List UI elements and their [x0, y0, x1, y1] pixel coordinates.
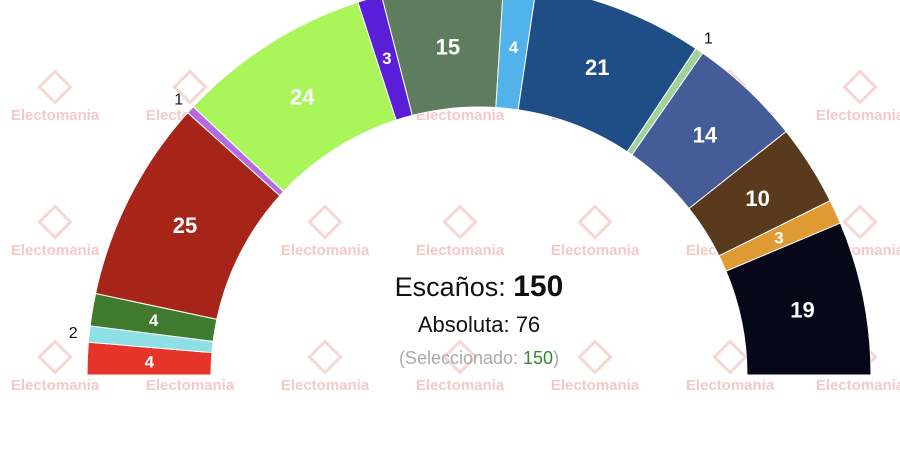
watermark-logo-icon — [442, 204, 478, 240]
majority-value: 76 — [515, 312, 541, 337]
watermark-logo-icon — [37, 339, 73, 375]
selected-line: (Seleccionado: 150) — [0, 348, 900, 369]
seat-count-label: 10 — [745, 186, 769, 211]
seats-label: Escaños: — [394, 272, 506, 302]
watermark-logo-icon — [842, 204, 878, 240]
seats-total: 150 — [513, 270, 564, 303]
selected-value: 150 — [523, 348, 554, 368]
watermark-text: Electomania — [686, 377, 775, 394]
seat-count-label: 4 — [149, 311, 159, 330]
selected-suffix: ) — [553, 348, 560, 368]
selected-prefix: (Seleccionado: — [398, 348, 524, 368]
watermark-logo-icon — [307, 339, 343, 375]
seat-count-label: 15 — [436, 34, 460, 59]
seat-count-label: 25 — [173, 213, 197, 238]
seat-count-label: 3 — [774, 229, 783, 248]
watermark-text: Electomania — [416, 107, 505, 124]
watermark-text: Electomania — [11, 242, 100, 259]
seat-segment — [725, 222, 872, 376]
watermark-logo-icon — [442, 339, 478, 375]
watermark-logo-icon — [37, 69, 73, 105]
watermark-logo-icon — [172, 69, 208, 105]
seats-total-line: Escaños: 150 — [0, 270, 900, 304]
seat-count-label: 3 — [382, 49, 391, 68]
watermark-logo-icon — [577, 204, 613, 240]
seat-count-label: 21 — [585, 55, 609, 80]
seat-count-label: 1 — [174, 92, 183, 109]
watermark-text: Electomania — [416, 242, 505, 259]
seat-count-label: 1 — [704, 30, 713, 47]
majority-line: Absoluta: 76 — [0, 312, 900, 338]
watermark-text: Electomania — [146, 377, 235, 394]
watermark-text: Electomania — [816, 107, 900, 124]
watermark-text: Electomania — [816, 377, 900, 394]
watermark-text: Electomania — [551, 242, 640, 259]
seat-count-label: 19 — [790, 298, 814, 323]
watermark-text: Electomania — [551, 377, 640, 394]
watermark-logo-icon — [37, 204, 73, 240]
watermark-text: Electomania — [281, 377, 370, 394]
watermark-text: Electomania — [416, 377, 505, 394]
watermark-logo-icon — [712, 339, 748, 375]
seat-count-label: 2 — [69, 325, 78, 342]
watermark-text: Electomania — [281, 242, 370, 259]
watermark-logo-icon — [577, 339, 613, 375]
watermark-text: Electomania — [11, 107, 100, 124]
seat-count-label: 14 — [693, 122, 718, 147]
watermark-text: Electomania — [11, 377, 100, 394]
seat-segments — [86, 0, 872, 376]
majority-label: Absoluta: — [417, 312, 510, 337]
seat-count-label: 4 — [145, 352, 155, 371]
watermark-logo-icon — [307, 204, 343, 240]
seat-count-label: 4 — [509, 38, 519, 57]
seat-count-label: 24 — [290, 84, 315, 109]
watermark-logo-icon — [842, 69, 878, 105]
